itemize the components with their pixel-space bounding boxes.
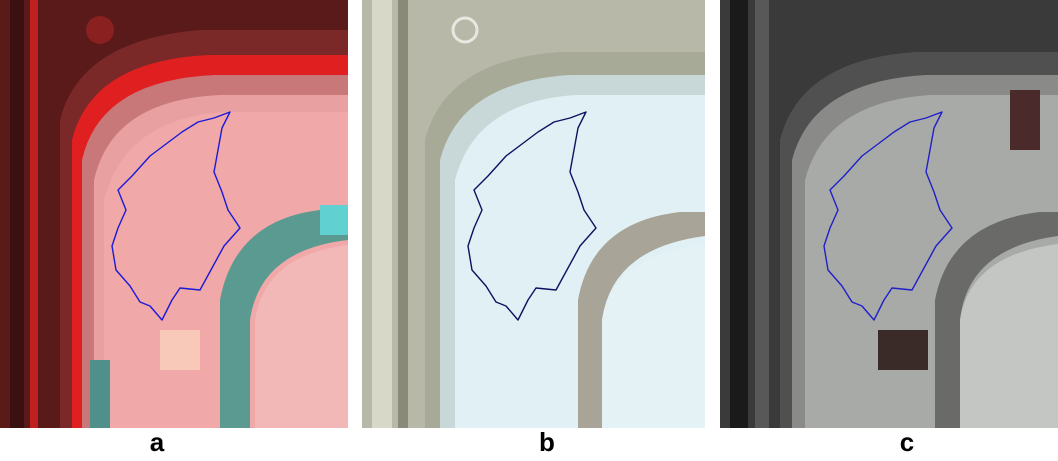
figure: a b c	[0, 0, 1058, 461]
panel-a-image	[0, 0, 348, 428]
page: a b c (() => { const data = JSON.parse(d…	[0, 0, 1058, 461]
panel-b-image	[362, 0, 705, 428]
panel-label: c	[900, 427, 914, 457]
panel-label: a	[150, 427, 165, 457]
panel-label: b	[539, 427, 555, 457]
panel-c-image	[720, 0, 1058, 428]
